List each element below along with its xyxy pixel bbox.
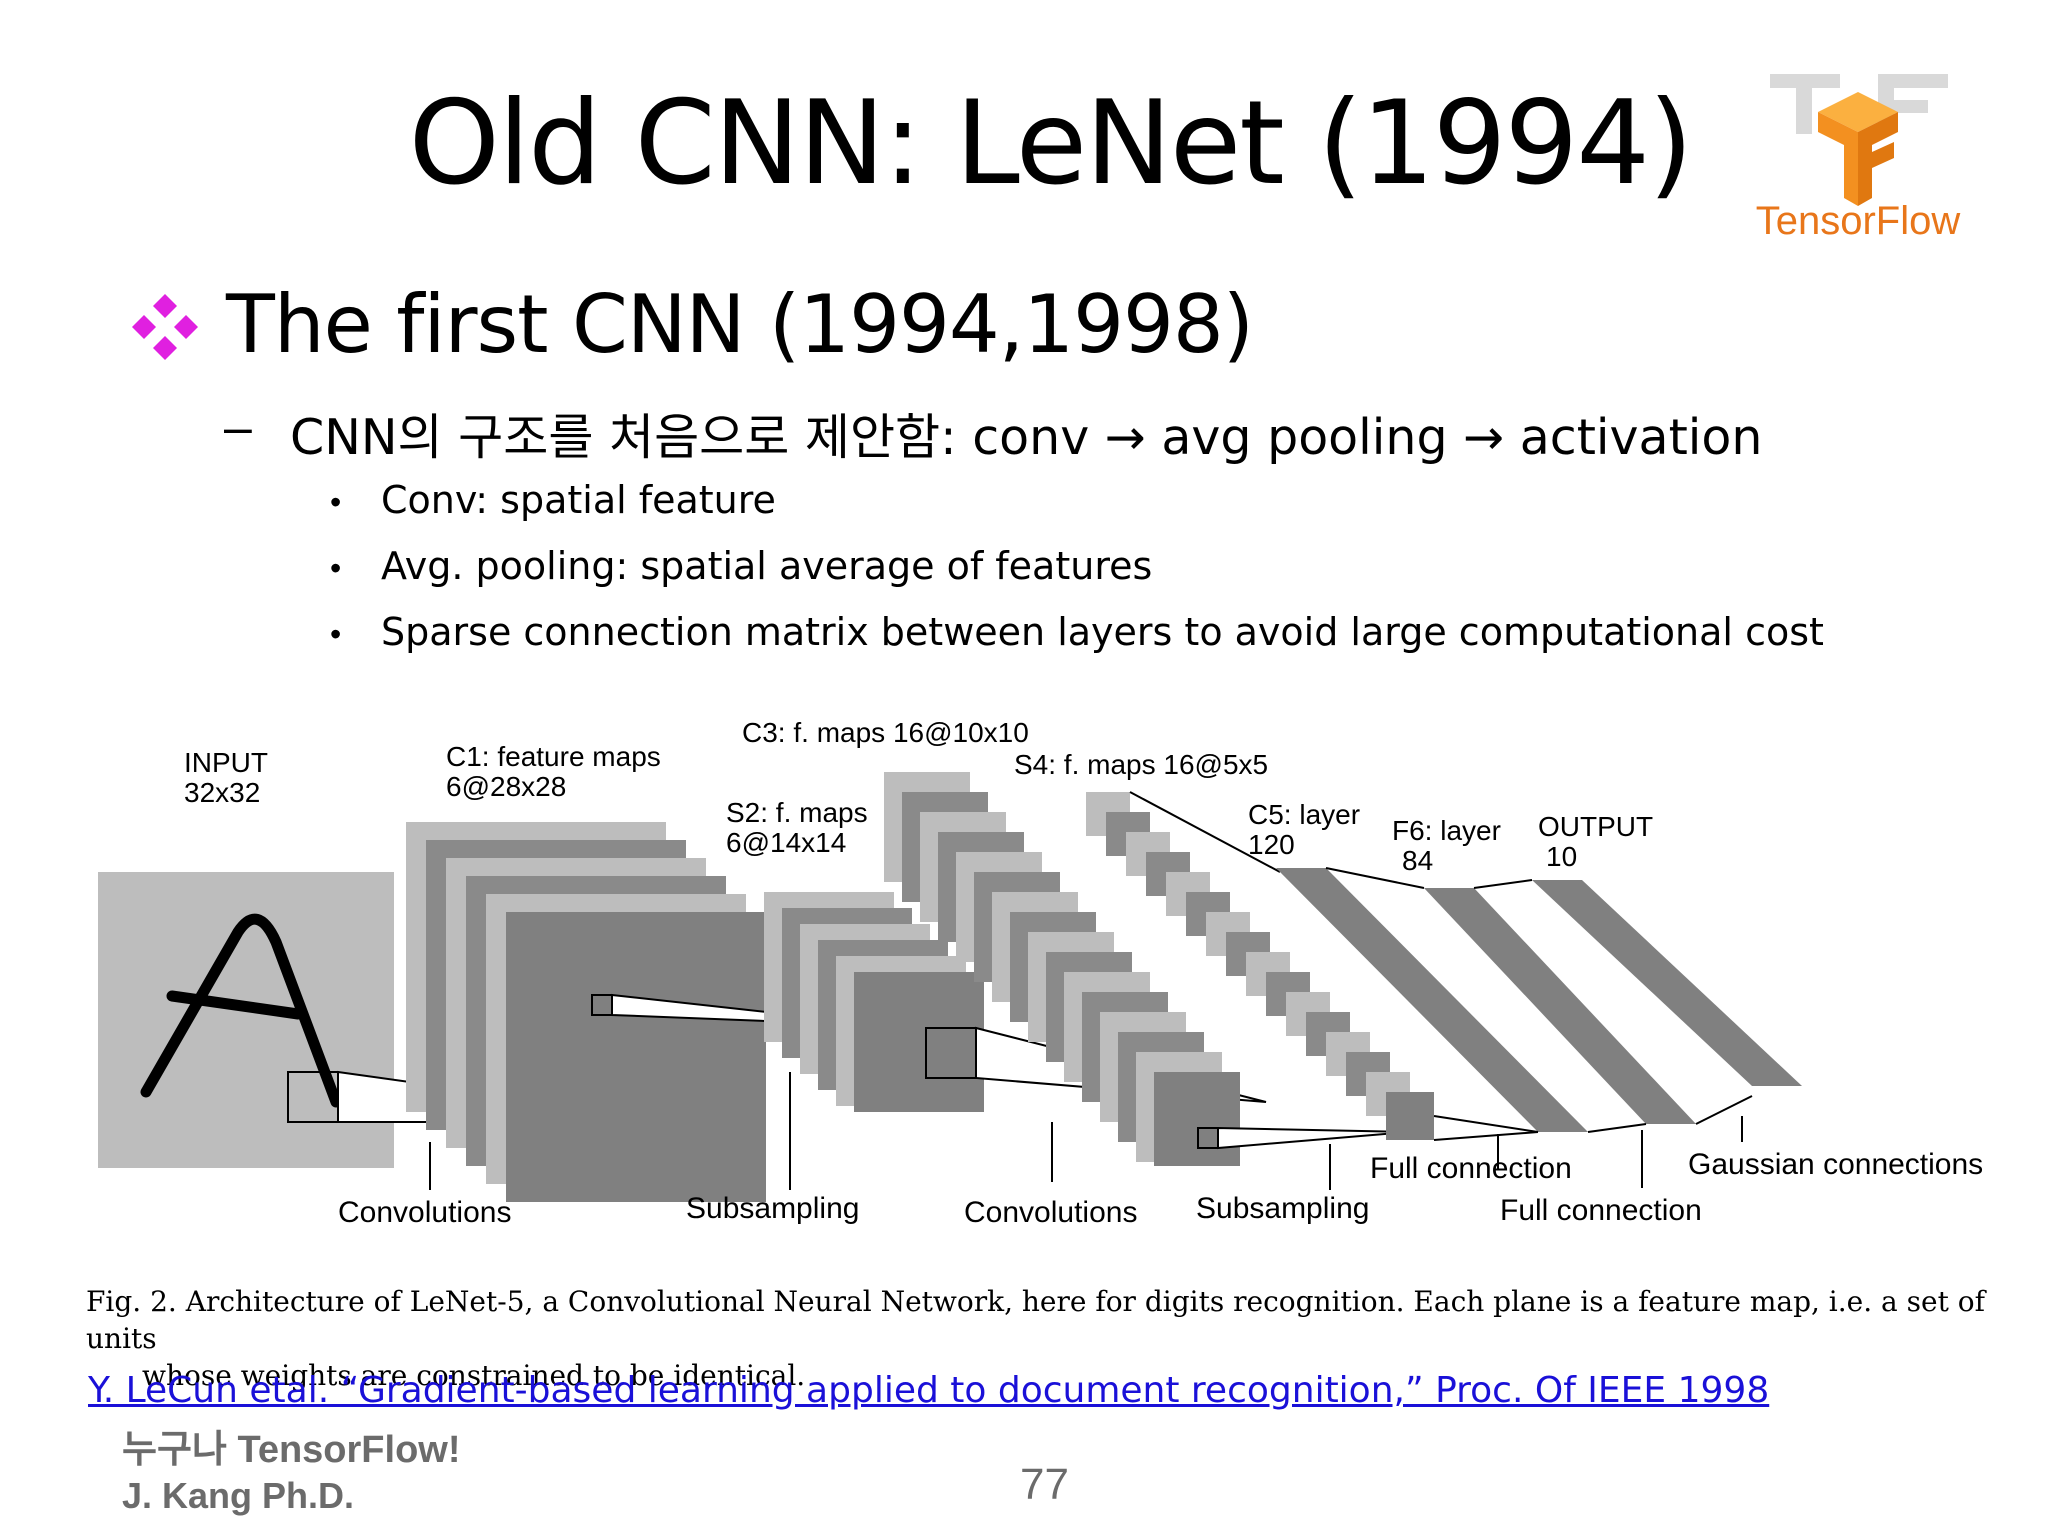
input-size-label: 32x32 <box>184 777 260 808</box>
output-layer <box>1532 880 1802 1086</box>
output-label: OUTPUT <box>1538 811 1653 842</box>
op-full-connection-2: Full connection <box>1500 1194 1702 1227</box>
op-full-connection-1: Full connection <box>1370 1152 1572 1185</box>
op-subsampling-2: Subsampling <box>1196 1192 1369 1225</box>
page-number: 77 <box>1020 1460 1069 1509</box>
diamond-cluster-icon <box>130 292 200 362</box>
c5-label: C5: layer <box>1248 799 1360 830</box>
c1-feature-maps <box>406 822 766 1202</box>
c1-label: C1: feature maps <box>446 741 661 772</box>
footer-author: J. Kang Ph.D. <box>122 1475 355 1516</box>
logo-text: TensorFlow <box>1756 199 1961 243</box>
c5-layer <box>1276 868 1588 1132</box>
input-letter-a-bar <box>166 990 304 1020</box>
figure-caption: Fig. 2. Architecture of LeNet-5, a Convo… <box>86 1283 2036 1394</box>
bullet-first-cnn: The first CNN (1994,1998) <box>226 278 1254 371</box>
slide-title: Old CNN: LeNet (1994) <box>408 76 1694 211</box>
input-label: INPUT <box>184 747 268 778</box>
input-letter-a <box>140 913 342 1108</box>
op-subsampling-1: Subsampling <box>686 1192 859 1225</box>
point-avg-pooling: Avg. pooling: spatial average of feature… <box>381 544 1153 588</box>
point-marker: • <box>330 550 342 586</box>
point-sparse-connection: Sparse connection matrix between layers … <box>381 610 1824 654</box>
c1-size-label: 6@28x28 <box>446 771 566 802</box>
c5-size-label: 120 <box>1248 829 1295 860</box>
op-convolutions-2: Convolutions <box>964 1196 1137 1229</box>
op-convolutions-1: Convolutions <box>338 1196 511 1229</box>
f6-size-label: 84 <box>1402 845 1433 876</box>
point-marker: • <box>330 616 342 652</box>
op-gaussian-connections: Gaussian connections <box>1688 1148 1983 1181</box>
point-conv: Conv: spatial feature <box>381 478 776 522</box>
s4-feature-maps <box>1086 792 1434 1140</box>
sub-bullet-structure: CNN의 구조를 처음으로 제안함: conv → avg pooling → … <box>290 409 1763 466</box>
point-marker: • <box>330 484 342 520</box>
footer-brand: 누구나 TensorFlow! <box>122 1429 461 1471</box>
c3-label: C3: f. maps 16@10x10 <box>742 717 1029 748</box>
c3-feature-maps <box>884 772 1240 1166</box>
s4-label: S4: f. maps 16@5x5 <box>1014 749 1268 780</box>
s2-size-label: 6@14x14 <box>726 827 846 858</box>
reference-link[interactable]: Y. LeCun etal. “Gradient-based learning … <box>88 1370 1770 1411</box>
f6-layer <box>1424 888 1696 1124</box>
s2-label: S2: f. maps <box>726 797 868 828</box>
caption-line-1: Fig. 2. Architecture of LeNet-5, a Convo… <box>86 1285 1985 1355</box>
tensorflow-logo: TensorFlow <box>1748 66 1968 251</box>
caption-line-2: whose weights are constrained to be iden… <box>142 1359 806 1392</box>
output-size-label: 10 <box>1546 841 1577 872</box>
lenet-architecture-diagram: INPUT 32x32 C1: feature maps 6@28x28 S2:… <box>80 712 2020 1257</box>
f6-label: F6: layer <box>1392 815 1501 846</box>
sub-bullet-dash: – <box>224 399 252 455</box>
s2-feature-maps <box>764 892 984 1112</box>
